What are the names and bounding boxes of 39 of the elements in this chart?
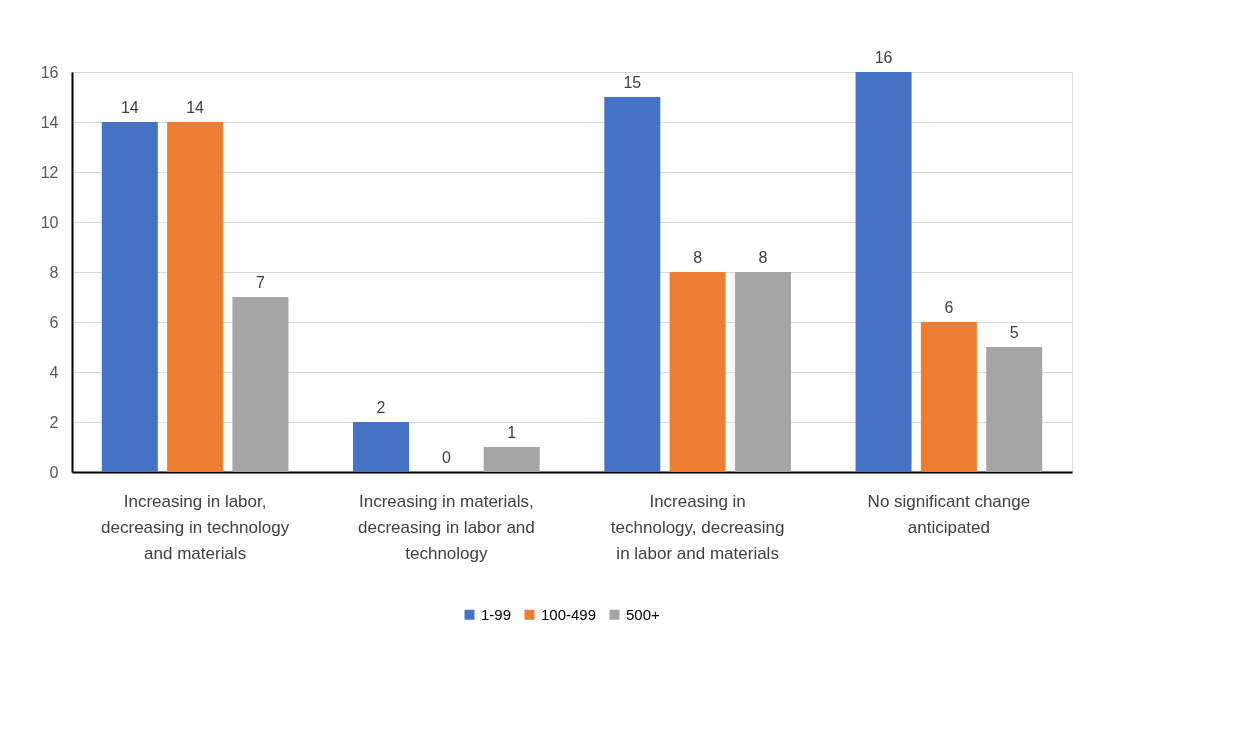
x-tick-label: Increasing in materials, decreasing in labor and technology bbox=[358, 492, 535, 563]
data-label: 5 bbox=[1009, 324, 1019, 341]
y-tick-label: 4 bbox=[49, 363, 59, 381]
x-tick-label: Increasing in technology, decreasing in labor and materials bbox=[610, 492, 785, 563]
legend-label: 100-499 bbox=[541, 605, 597, 623]
y-tick-label: 2 bbox=[49, 413, 59, 431]
data-label: 16 bbox=[874, 49, 893, 66]
y-tick-label: 10 bbox=[40, 213, 59, 231]
legend-label: 1-99 bbox=[481, 605, 512, 623]
data-label: 2 bbox=[376, 399, 386, 416]
data-label: 8 bbox=[758, 249, 768, 266]
bar bbox=[232, 297, 289, 472]
bar bbox=[669, 272, 726, 472]
bar bbox=[986, 347, 1043, 472]
bar bbox=[353, 422, 410, 472]
data-label: 6 bbox=[944, 299, 954, 316]
bar bbox=[483, 447, 540, 472]
y-tick-label: 16 bbox=[40, 63, 59, 81]
y-tick-label: 0 bbox=[49, 463, 59, 481]
bar bbox=[101, 122, 158, 472]
bar bbox=[855, 72, 912, 472]
bar bbox=[167, 122, 224, 472]
data-label: 14 bbox=[120, 99, 139, 116]
bar bbox=[920, 322, 977, 472]
y-tick-label: 12 bbox=[40, 163, 59, 181]
y-tick-label: 6 bbox=[49, 313, 59, 331]
legend-label: 500+ bbox=[626, 605, 661, 623]
x-tick-label: Increasing in labor, decreasing in technology and materials bbox=[101, 492, 290, 563]
data-label: 0 bbox=[441, 449, 451, 466]
data-label: 1 bbox=[507, 424, 517, 441]
data-label: 15 bbox=[623, 74, 642, 91]
data-label: 7 bbox=[255, 274, 265, 291]
data-label: 8 bbox=[693, 249, 703, 266]
y-tick-label: 14 bbox=[40, 113, 59, 131]
bar bbox=[734, 272, 791, 472]
y-tick-label: 8 bbox=[49, 263, 59, 281]
x-tick-label: No significant change anticipated bbox=[867, 492, 1031, 537]
bar bbox=[604, 97, 661, 472]
data-label: 14 bbox=[186, 99, 205, 116]
